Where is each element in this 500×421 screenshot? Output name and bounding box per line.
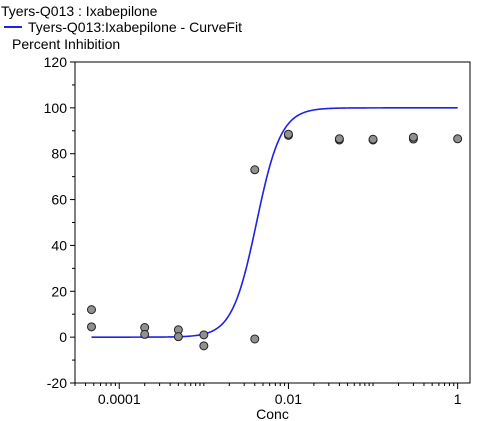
data-point [199,341,209,351]
legend-line-swatch [4,26,22,29]
legend: Tyers-Q013:Ixabepilone - CurveFit [4,19,242,35]
y-tick-label: 20 [51,283,67,299]
y-axis-label: Percent Inhibition [12,36,121,52]
y-tick-label: -20 [47,375,67,391]
chart-title: Tyers-Q013 : Ixabepilone [1,3,158,19]
y-tick-label: 100 [44,100,68,116]
y-tick-label: 80 [51,146,67,162]
data-point [86,322,96,332]
data-point [250,165,260,175]
data-point [173,332,183,342]
y-tick-label: 40 [51,237,67,253]
data-point [334,134,344,144]
x-axis-label: Conc [256,406,289,421]
data-point [283,129,293,139]
y-tick-label: 60 [51,192,67,208]
data-point [140,329,150,339]
x-tick-label: 0.0001 [98,391,141,407]
x-tick-label: 1 [454,391,462,407]
y-tick-label: 0 [59,329,67,345]
data-point [86,305,96,315]
data-point [408,132,418,142]
y-axis: -20 0 20 40 60 80 100 120 [44,54,75,391]
plot-frame [74,61,471,384]
y-tick-label: 120 [44,54,68,70]
data-point [453,134,463,144]
data-point [250,334,260,344]
data-point [368,134,378,144]
curve-fit-line [91,107,458,338]
x-axis: 0.0001 0.01 1 [74,383,462,407]
x-tick-label: 0.01 [275,391,302,407]
legend-entry-curvefit: Tyers-Q013:Ixabepilone - CurveFit [28,19,242,35]
data-point [199,330,209,340]
data-points [86,129,463,351]
